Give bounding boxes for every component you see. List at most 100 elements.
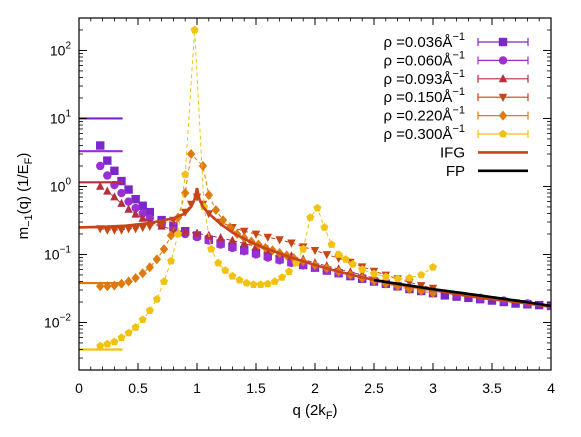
data-point bbox=[464, 293, 473, 303]
data-point bbox=[242, 278, 251, 287]
y-tick-label: 102 bbox=[50, 40, 72, 58]
data-point bbox=[157, 220, 166, 229]
data-point bbox=[124, 197, 133, 206]
data-point bbox=[110, 337, 119, 346]
data-point bbox=[251, 230, 261, 239]
data-point bbox=[429, 263, 437, 271]
data-point bbox=[270, 277, 279, 285]
data-point bbox=[228, 243, 237, 253]
data-point bbox=[278, 273, 286, 281]
data-point bbox=[211, 205, 221, 215]
data-point bbox=[181, 170, 190, 178]
x-tick-label: 1.5 bbox=[246, 380, 266, 396]
data-point bbox=[110, 226, 119, 235]
data-point bbox=[131, 273, 140, 283]
data-point bbox=[263, 233, 272, 242]
data-point bbox=[393, 274, 402, 283]
data-point bbox=[322, 251, 331, 260]
data-point bbox=[218, 215, 228, 226]
data-point bbox=[138, 213, 147, 222]
data-point bbox=[145, 306, 154, 314]
data-point bbox=[256, 280, 265, 288]
data-point bbox=[131, 194, 140, 204]
data-point bbox=[228, 235, 237, 244]
data-point bbox=[275, 256, 284, 265]
data-point bbox=[287, 239, 296, 248]
data-point bbox=[103, 226, 112, 235]
data-point bbox=[131, 225, 140, 234]
series-dash-3 bbox=[100, 196, 434, 289]
data-point bbox=[186, 149, 196, 159]
data-point bbox=[327, 240, 336, 248]
data-point bbox=[174, 229, 183, 238]
y-tick-label: 10−2 bbox=[44, 312, 71, 330]
data-point bbox=[207, 244, 216, 253]
data-point bbox=[145, 222, 154, 231]
data-point bbox=[216, 240, 225, 249]
legend-label: ρ =0.093Å−1 bbox=[383, 68, 465, 88]
data-point bbox=[138, 201, 147, 210]
series-1 bbox=[79, 150, 551, 311]
data-point bbox=[240, 227, 249, 236]
y-axis-title: m−1(q) (1/EF) bbox=[15, 153, 35, 240]
data-point bbox=[96, 341, 105, 350]
data-point bbox=[216, 233, 225, 242]
series-line-7 bbox=[373, 278, 551, 308]
data-point bbox=[103, 171, 112, 180]
data-point bbox=[152, 254, 162, 265]
x-tick-label: 0 bbox=[75, 380, 83, 396]
data-point bbox=[117, 278, 126, 289]
data-point bbox=[138, 268, 147, 279]
x-tick-label: 2 bbox=[311, 380, 319, 396]
data-point bbox=[440, 291, 449, 300]
data-point bbox=[138, 224, 147, 233]
data-point bbox=[310, 247, 320, 256]
legend-label: ρ =0.150Å−1 bbox=[383, 86, 465, 106]
data-point bbox=[103, 186, 112, 195]
data-point bbox=[221, 266, 230, 274]
data-point bbox=[96, 161, 105, 171]
legend-item-7: FP bbox=[446, 163, 528, 180]
legend-item-5: ρ =0.300Å−1 bbox=[383, 123, 529, 143]
y-tick-label: 10−1 bbox=[44, 244, 71, 262]
legend-label: ρ =0.300Å−1 bbox=[383, 123, 465, 143]
data-point bbox=[131, 323, 140, 331]
data-point bbox=[313, 203, 322, 212]
legend: ρ =0.036Å−1ρ =0.060Å−1ρ =0.093Å−1ρ =0.15… bbox=[383, 31, 529, 180]
data-point bbox=[263, 253, 272, 262]
data-point bbox=[152, 295, 161, 303]
data-point bbox=[124, 328, 133, 337]
legend-label: ρ =0.036Å−1 bbox=[383, 31, 465, 51]
data-point bbox=[214, 258, 223, 267]
data-point bbox=[228, 271, 237, 280]
data-point bbox=[166, 230, 176, 241]
x-tick-label: 2.5 bbox=[364, 380, 384, 396]
series-7 bbox=[373, 278, 551, 308]
data-point bbox=[117, 188, 126, 198]
legend-marker bbox=[498, 56, 508, 65]
data-point bbox=[198, 161, 208, 171]
x-tick-label: 0.5 bbox=[128, 380, 148, 396]
data-point bbox=[138, 209, 147, 218]
data-point bbox=[117, 198, 126, 207]
y-axis: 10−2 10−1 100 101 102 bbox=[44, 17, 551, 371]
data-point bbox=[511, 299, 520, 308]
legend-marker bbox=[499, 129, 507, 138]
data-point bbox=[348, 260, 357, 268]
data-point bbox=[370, 269, 378, 278]
data-point bbox=[131, 203, 140, 213]
data-point bbox=[124, 225, 133, 234]
data-point bbox=[190, 25, 199, 34]
data-point bbox=[275, 236, 284, 245]
legend-item-4: ρ =0.220Å−1 bbox=[383, 105, 529, 125]
legend-label: ρ =0.220Å−1 bbox=[383, 105, 465, 125]
legend-item-2: ρ =0.093Å−1 bbox=[383, 68, 529, 88]
data-point bbox=[160, 277, 168, 285]
x-tick-label: 4 bbox=[547, 380, 555, 396]
legend-item-0: ρ =0.036Å−1 bbox=[383, 31, 529, 51]
data-point bbox=[103, 156, 112, 165]
plot-frame bbox=[78, 17, 552, 371]
data-point bbox=[225, 222, 235, 233]
data-point bbox=[299, 244, 308, 253]
